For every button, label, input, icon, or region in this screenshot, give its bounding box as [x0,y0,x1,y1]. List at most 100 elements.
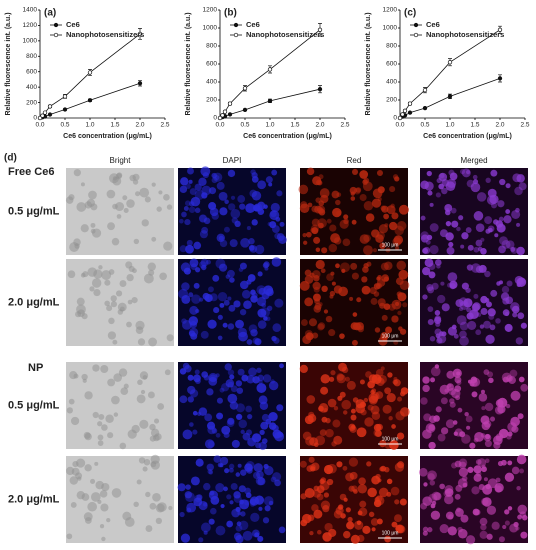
cell [113,412,119,417]
point [447,94,453,99]
y-tick-label: 0 [393,115,397,122]
cell [223,299,230,306]
cell [483,477,488,482]
cell [397,292,407,302]
cell [331,281,336,286]
point [87,98,93,103]
cell [218,263,228,272]
cell [189,305,199,315]
cell [335,263,340,269]
cell [446,370,455,379]
scale-bar-label: 100 μm [382,242,399,248]
cell [389,440,399,450]
cell [465,227,472,233]
cell [99,524,105,529]
cell [345,507,351,513]
cell [391,315,399,323]
cell [364,417,374,427]
point [447,60,453,65]
cell [137,379,143,386]
cell [359,379,365,385]
cell [258,395,268,405]
cell [508,376,516,384]
cell [441,187,448,195]
x-tick-label: 1.5 [470,122,479,129]
cell [484,402,494,412]
cell [250,501,256,507]
cell [380,366,385,371]
cell [479,530,488,539]
cell [483,433,492,442]
point [317,87,323,92]
cell [257,308,267,318]
cell [271,169,278,176]
cell [136,479,142,485]
cell [426,170,432,177]
cell [138,457,146,464]
cell [490,169,498,177]
cell [480,524,487,531]
cell [518,182,527,191]
cell [311,218,320,227]
cell [239,262,247,270]
cell [377,197,382,202]
point [497,27,503,32]
cell [210,495,220,505]
x-tick-label: 2.0 [495,122,504,129]
cell [458,461,467,469]
cell [187,374,194,381]
cell [195,458,204,467]
cell [351,219,357,225]
cell [467,320,477,330]
cell [233,495,242,503]
cell [203,502,208,507]
cell [515,337,523,345]
cell [378,487,389,498]
cell [477,246,483,252]
cell [147,262,156,271]
cell [99,490,108,498]
cell [382,404,392,414]
cell [509,369,518,378]
cell [516,454,527,465]
cell [312,281,321,291]
cell [217,335,223,341]
cell [120,387,129,396]
cell [192,429,198,435]
cell [517,312,525,320]
cell [507,506,513,511]
cell [135,191,141,197]
cell [213,307,220,314]
cell [363,234,371,243]
cell [195,267,201,273]
cell [82,271,89,278]
cell [148,337,157,347]
legend-marker [53,32,59,38]
y-tick-label: 1000 [203,25,218,32]
cell [235,472,241,477]
cell [370,391,380,401]
cell [460,169,466,175]
cell [136,394,146,404]
cell [455,299,464,308]
cell [111,237,120,246]
cell [343,214,349,220]
group-label: Free Ce6 [8,166,54,178]
cell [179,511,185,518]
cell [166,334,174,342]
cell [498,280,503,285]
cell [236,521,242,527]
cell [250,169,256,175]
point [42,110,48,115]
cell [322,505,330,513]
x-tick-label: 2.5 [160,122,169,129]
cell [475,459,482,465]
cell [366,261,372,267]
cell [479,324,485,329]
cell [471,263,481,273]
cell [396,221,407,231]
y-tick-label: 200 [206,97,217,104]
cell [451,324,457,330]
x-tick-label: 0.5 [240,122,249,129]
cell [251,219,258,226]
